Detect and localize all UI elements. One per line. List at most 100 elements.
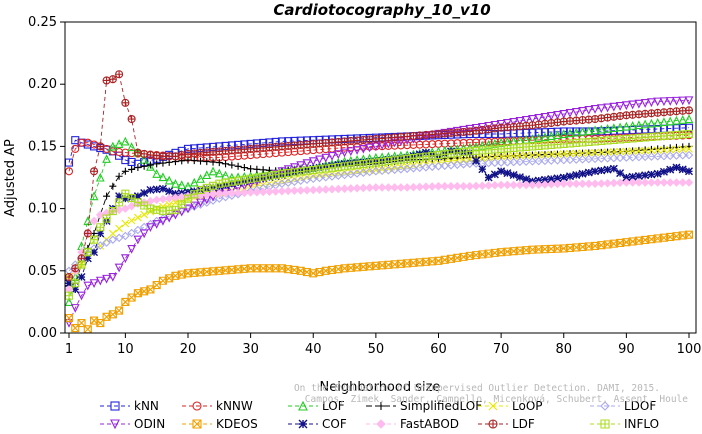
data-point <box>396 141 405 150</box>
data-point <box>684 230 694 239</box>
data-point <box>146 223 155 232</box>
x-tick-label: 30 <box>242 342 259 357</box>
data-point <box>453 156 462 165</box>
data-point <box>133 225 143 235</box>
data-point <box>559 110 569 119</box>
data-point <box>446 161 456 170</box>
data-point <box>559 129 569 139</box>
data-point <box>139 229 149 239</box>
data-point <box>96 223 105 232</box>
data-point <box>446 181 456 191</box>
data-point <box>647 170 656 179</box>
data-point <box>171 178 180 188</box>
data-point <box>616 169 625 178</box>
legend-item-fastabod: FastABOD <box>366 417 459 431</box>
data-point <box>540 180 550 189</box>
data-point <box>427 162 437 172</box>
data-point <box>566 149 574 158</box>
x-tick-label: 20 <box>180 342 197 357</box>
data-point <box>259 166 267 174</box>
data-point <box>684 96 694 106</box>
data-point <box>102 154 111 163</box>
chart-title: Cardiotocography_10_v10 <box>273 1 490 19</box>
data-point <box>321 172 331 182</box>
data-point <box>659 97 669 107</box>
data-point <box>515 157 525 167</box>
data-point <box>159 159 167 167</box>
data-point <box>108 207 117 216</box>
data-point <box>596 124 606 134</box>
data-point <box>90 167 98 175</box>
data-point <box>384 141 393 150</box>
data-point <box>208 189 218 199</box>
data-point <box>109 75 117 83</box>
data-point <box>540 112 550 122</box>
data-point <box>252 187 262 197</box>
data-point <box>502 118 512 128</box>
data-point <box>609 153 619 163</box>
data-point <box>616 147 624 156</box>
data-point <box>634 99 644 109</box>
y-tick-label: 0.10 <box>28 202 57 217</box>
data-point <box>590 105 600 114</box>
data-point <box>672 145 681 154</box>
data-point <box>183 194 193 203</box>
data-point <box>321 185 331 194</box>
x-tick-label: 70 <box>493 342 510 357</box>
data-point <box>640 152 650 162</box>
data-point <box>678 145 687 154</box>
data-point <box>177 200 186 209</box>
legend-label: LDF <box>512 417 535 431</box>
data-point <box>70 304 80 313</box>
data-point <box>302 185 312 195</box>
data-point <box>95 172 105 182</box>
data-point <box>465 159 475 169</box>
data-point <box>334 171 343 181</box>
data-point <box>490 137 499 146</box>
data-point <box>678 115 688 124</box>
data-point <box>121 194 130 203</box>
data-point <box>409 164 418 173</box>
data-point <box>647 145 655 153</box>
data-point <box>315 173 324 183</box>
data-point <box>634 152 644 162</box>
data-point <box>565 155 575 165</box>
data-point <box>459 155 468 164</box>
data-point <box>221 189 230 198</box>
data-point <box>565 179 575 188</box>
legend-item-loop: LoOP <box>478 399 543 413</box>
data-point <box>635 146 643 155</box>
x-tick-label: 50 <box>368 342 385 357</box>
data-point <box>628 178 637 187</box>
data-point <box>121 219 130 228</box>
data-point <box>421 182 431 191</box>
data-point <box>65 273 73 281</box>
data-point <box>96 241 105 250</box>
data-point <box>384 183 393 192</box>
data-point <box>559 179 569 188</box>
watermark-line-1: Campos, Zimek, Sander, Campello, Micenko… <box>305 394 688 405</box>
data-point <box>621 121 631 131</box>
data-point <box>459 181 468 191</box>
legend-label: FastABOD <box>400 417 459 431</box>
x-tick-label: 1 <box>65 342 73 357</box>
data-point <box>140 150 148 158</box>
data-point <box>121 204 130 213</box>
data-point <box>298 400 308 411</box>
x-tick-label: 10 <box>117 342 134 357</box>
legend-item-inflo: INFLO <box>590 417 659 431</box>
data-point <box>327 172 337 181</box>
axes: 1 10 20 30 40 50 60 70 80 90 100 0.00 0.05 0.10 0.15 0.… <box>28 15 701 357</box>
data-point <box>89 216 99 226</box>
data-point <box>376 419 386 429</box>
data-point <box>178 151 186 159</box>
data-point <box>396 183 406 192</box>
data-point <box>659 167 668 176</box>
data-point <box>615 102 625 111</box>
data-point <box>597 166 606 175</box>
data-point <box>171 193 180 202</box>
data-point <box>528 157 537 166</box>
data-point <box>503 152 512 160</box>
data-point <box>290 186 299 195</box>
series-layer <box>64 70 694 334</box>
